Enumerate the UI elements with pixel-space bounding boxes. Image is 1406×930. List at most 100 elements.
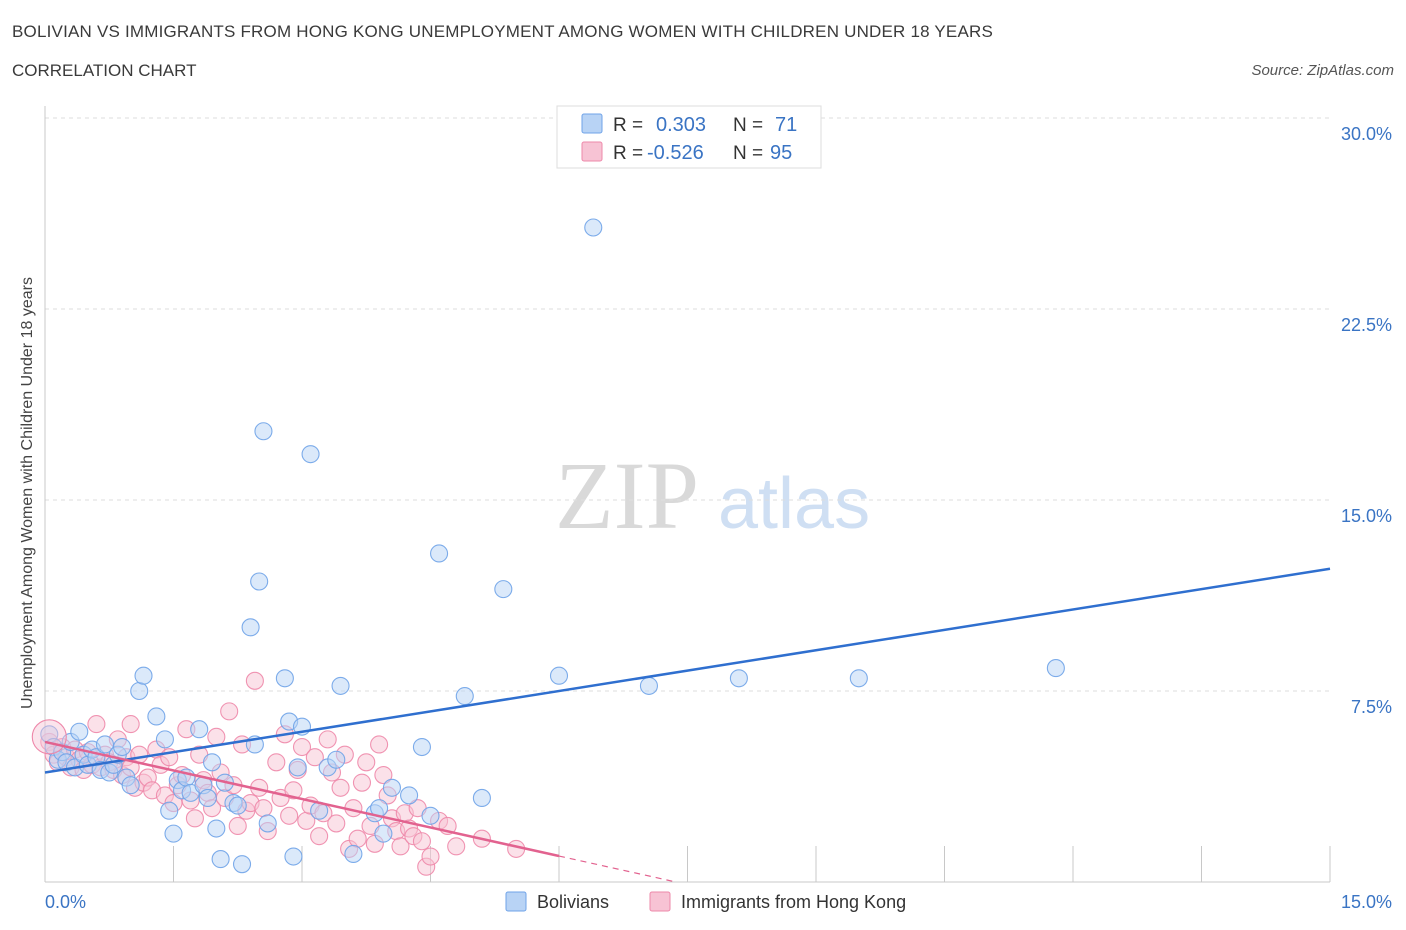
data-point [729, 669, 748, 688]
legend-n-value-bolivians: 71 [775, 114, 797, 136]
series-name-bolivians: Bolivians [537, 892, 609, 912]
legend-r-label: R = [613, 115, 643, 136]
data-point [318, 730, 337, 749]
data-point [421, 847, 440, 866]
data-point [374, 824, 393, 843]
x-tick-label-0: 0.0% [45, 892, 86, 912]
data-point [370, 735, 389, 754]
data-point [284, 781, 303, 800]
watermark-zip: ZIP [555, 442, 699, 549]
data-point [160, 801, 179, 820]
data-point [310, 827, 329, 846]
data-point [70, 722, 89, 741]
data-point [421, 806, 440, 825]
source-credit: Source: ZipAtlas.com [1251, 62, 1394, 79]
y-tick-label-3: 30.0% [1341, 124, 1392, 144]
chart-title: BOLIVIAN VS IMMIGRANTS FROM HONG KONG UN… [12, 22, 994, 41]
legend-r-value-hong-kong: -0.526 [647, 142, 704, 164]
x-tick-label-1: 15.0% [1341, 892, 1392, 912]
data-point [134, 666, 153, 685]
data-point [301, 445, 320, 464]
trend-line-hong-kong [44, 740, 560, 858]
data-point [292, 737, 312, 757]
data-point [241, 618, 260, 637]
data-point [412, 832, 431, 851]
data-point [549, 666, 569, 685]
legend-n-label: N = [733, 115, 763, 136]
data-point [121, 776, 140, 795]
legend-r-value-bolivians: 0.303 [656, 114, 706, 136]
chart-subtitle: CORRELATION CHART [12, 61, 197, 80]
data-point-cluster [31, 719, 67, 755]
series-points-0 [40, 218, 1065, 874]
watermark: ZIP atlas [555, 442, 870, 549]
data-point [639, 676, 659, 695]
data-point [1046, 659, 1065, 678]
legend-r-label: R = [613, 143, 643, 164]
data-point [455, 687, 474, 706]
data-point [228, 796, 247, 815]
data-point [250, 572, 269, 591]
data-point [267, 753, 286, 772]
data-point [849, 669, 868, 688]
data-point [374, 765, 393, 785]
data-point [494, 580, 513, 599]
data-point [164, 824, 183, 843]
data-point [190, 720, 209, 739]
trend-lines [44, 567, 1331, 883]
axes [44, 106, 1331, 883]
data-point [275, 669, 294, 688]
data-point [352, 773, 372, 792]
data-point [584, 218, 603, 237]
data-point [430, 544, 449, 563]
data-point [331, 676, 350, 695]
data-point [447, 837, 466, 856]
correlation-legend: R = 0.303 N = 71 R = -0.526 N = 95 [556, 105, 822, 169]
trend-line-hong-kong-extension [558, 855, 677, 883]
legend-n-label: N = [733, 143, 763, 164]
data-point [284, 847, 303, 866]
data-point [207, 819, 226, 838]
series-legend: Bolivians Immigrants from Hong Kong [505, 891, 906, 912]
data-point [344, 844, 363, 864]
data-point [472, 788, 491, 808]
data-point [113, 737, 132, 757]
data-point [198, 788, 217, 808]
data-point [348, 829, 367, 848]
data-point [185, 809, 204, 828]
data-point [87, 715, 106, 734]
data-point [254, 422, 273, 441]
data-point [130, 681, 149, 701]
watermark-atlas: atlas [718, 464, 870, 544]
trend-line-bolivians [44, 567, 1331, 774]
data-point [400, 786, 419, 805]
series-name-hong-kong: Immigrants from Hong Kong [681, 892, 906, 912]
data-point [207, 727, 226, 746]
tick-labels: 7.5% 15.0% 22.5% 30.0% 0.0% 15.0% [45, 124, 1392, 912]
data-point [211, 850, 230, 869]
data-point [228, 816, 247, 836]
data-point [305, 748, 324, 767]
legend-swatch-bolivians [581, 113, 603, 134]
y-tick-label-2: 22.5% [1341, 315, 1392, 335]
data-point [121, 715, 140, 734]
data-point [327, 814, 346, 833]
scatter-points [31, 218, 1065, 876]
data-point [357, 753, 376, 772]
legend-n-value-hong-kong: 95 [770, 142, 792, 164]
data-point [220, 702, 239, 721]
data-point [391, 837, 410, 856]
grid [45, 117, 1330, 692]
data-point [155, 730, 174, 749]
y-tick-label-1: 15.0% [1341, 506, 1392, 526]
data-point [147, 707, 166, 726]
data-point [232, 855, 252, 874]
data-point [203, 753, 222, 772]
data-point [258, 814, 277, 833]
legend-swatch-hong-kong [581, 141, 603, 162]
data-point [331, 778, 350, 797]
series-swatch-hong-kong [649, 891, 671, 912]
data-point [412, 737, 431, 757]
series-swatch-bolivians [505, 891, 527, 912]
